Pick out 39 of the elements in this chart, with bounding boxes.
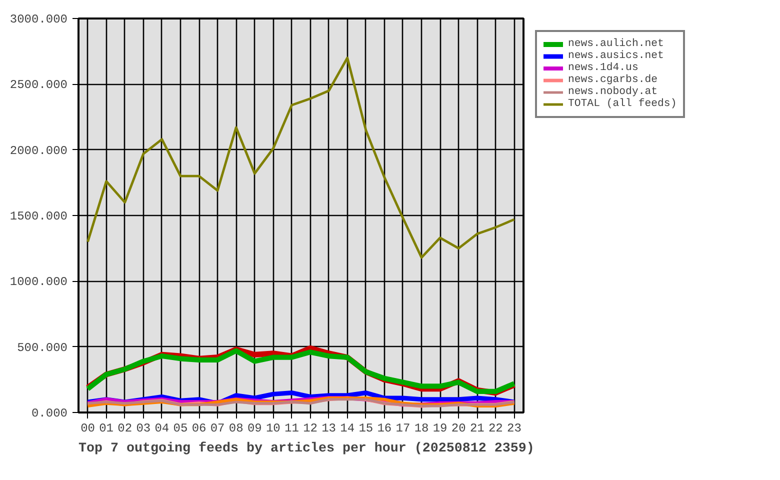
x-tick-label: 17 [396,422,410,436]
x-tick-label: 08 [228,422,244,436]
y-tick-label: 500.000 [17,340,68,355]
legend-label: news.aulich.net [568,38,664,50]
y-tick-label: 2500.000 [10,78,68,92]
x-tick-label: 18 [414,422,429,436]
x-tick-label: 19 [432,422,448,436]
x-tick-label: 07 [210,422,225,436]
text: Top 7 outgoing feeds by articles per hour (20250812 2359) [78,442,534,456]
x-tick-label: 14 [340,422,355,436]
x-tick-label: 06 [192,422,206,436]
y-tick-label: 3000.000 [10,12,68,26]
x-tick-label: 05 [173,422,188,436]
line-series [86,56,516,259]
x-tick-label: 22 [488,422,503,436]
x-tick-label: 16 [377,422,392,436]
legend-label: news.cgarbs.de [568,74,658,86]
legend-label: news.1d4.us [568,62,638,74]
legend-label: news.ausics.net [568,50,664,62]
y-tick-label: 1000.000 [10,275,68,290]
x-tick-label: 12 [303,422,318,436]
x-tick-label: 04 [154,422,170,436]
x-tick-label: 09 [247,422,262,436]
x-tick-label: 13 [322,422,336,436]
x-tick-label: 00 [80,422,95,436]
x-tick-label: 23 [507,422,522,436]
x-tick-label: 03 [136,422,151,436]
x-tick-label: 10 [266,422,280,436]
y-tick-label: 1500.000 [10,210,68,224]
y-tick-label: 0.000 [31,406,68,420]
x-tick-label: 15 [358,422,374,436]
y-tick-label: 2000.000 [10,144,68,158]
x-tick-label: 11 [284,422,299,436]
x-tick-label: 01 [99,422,114,436]
x-tick-label: 02 [118,422,132,436]
legend-label: news.nobody.at [568,86,658,98]
x-tick-label: 21 [470,422,484,436]
x-tick-label: 20 [451,422,466,436]
legend-label: TOTAL (all feeds) [568,98,677,110]
